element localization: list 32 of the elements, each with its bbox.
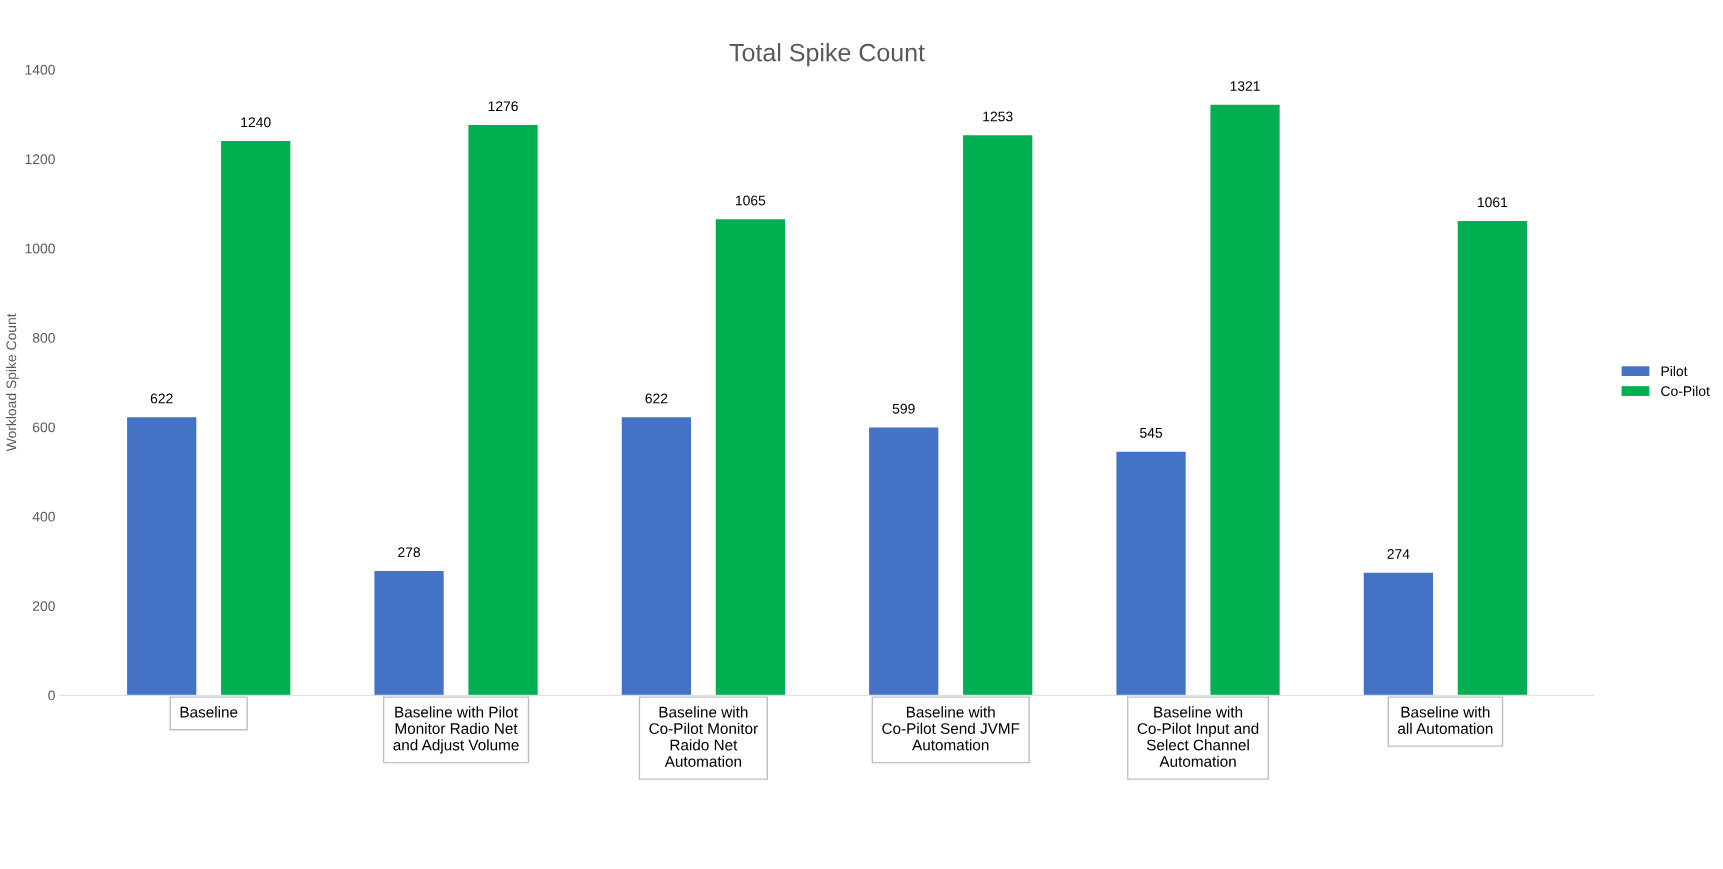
data-label: 622 [645, 393, 668, 404]
data-label: 1065 [735, 195, 766, 206]
y-tick-label: 1000 [25, 243, 55, 254]
bar [127, 417, 197, 696]
data-label: 622 [150, 393, 173, 404]
chart-title: Total Spike Count [729, 43, 925, 67]
x-tick-label: Baseline with all Automation [1398, 706, 1493, 734]
data-label: 274 [1387, 549, 1410, 559]
legend-label: Pilot [1661, 365, 1688, 377]
x-tick-label: Baseline with Co-Pilot Send JVMF Automation [882, 706, 1020, 751]
y-tick-label: 200 [32, 601, 55, 611]
bar [221, 141, 291, 696]
data-label: 545 [1140, 428, 1163, 438]
data-label: 1240 [241, 117, 271, 128]
data-label: 278 [398, 547, 421, 558]
y-tick-label: 800 [32, 333, 55, 343]
x-tick-label: Baseline with Co-Pilot Monitor Raido Net Automation [649, 706, 758, 767]
data-label: 599 [892, 403, 915, 414]
y-tick-label: 1400 [25, 64, 55, 75]
y-tick-label: 600 [32, 422, 55, 433]
legend-label: Co-Pilot [1661, 385, 1710, 397]
data-label: 1276 [488, 101, 518, 112]
y-axis-title: Workload Spike Count [6, 313, 19, 452]
data-label: 1253 [983, 111, 1013, 122]
y-tick-label: 0 [48, 690, 55, 701]
x-tick-label: Baseline [180, 706, 238, 718]
y-tick-label: 400 [32, 511, 55, 522]
y-tick-label: 1200 [25, 154, 55, 165]
x-tick-label: Baseline with Co-Pilot Input and Select Channel Automation [1137, 706, 1259, 767]
data-label: 1321 [1230, 81, 1260, 91]
data-label: 1061 [1477, 197, 1508, 208]
x-tick-label: Baseline with Pilot Monitor Radio Net and Adjust Volume [393, 706, 519, 754]
